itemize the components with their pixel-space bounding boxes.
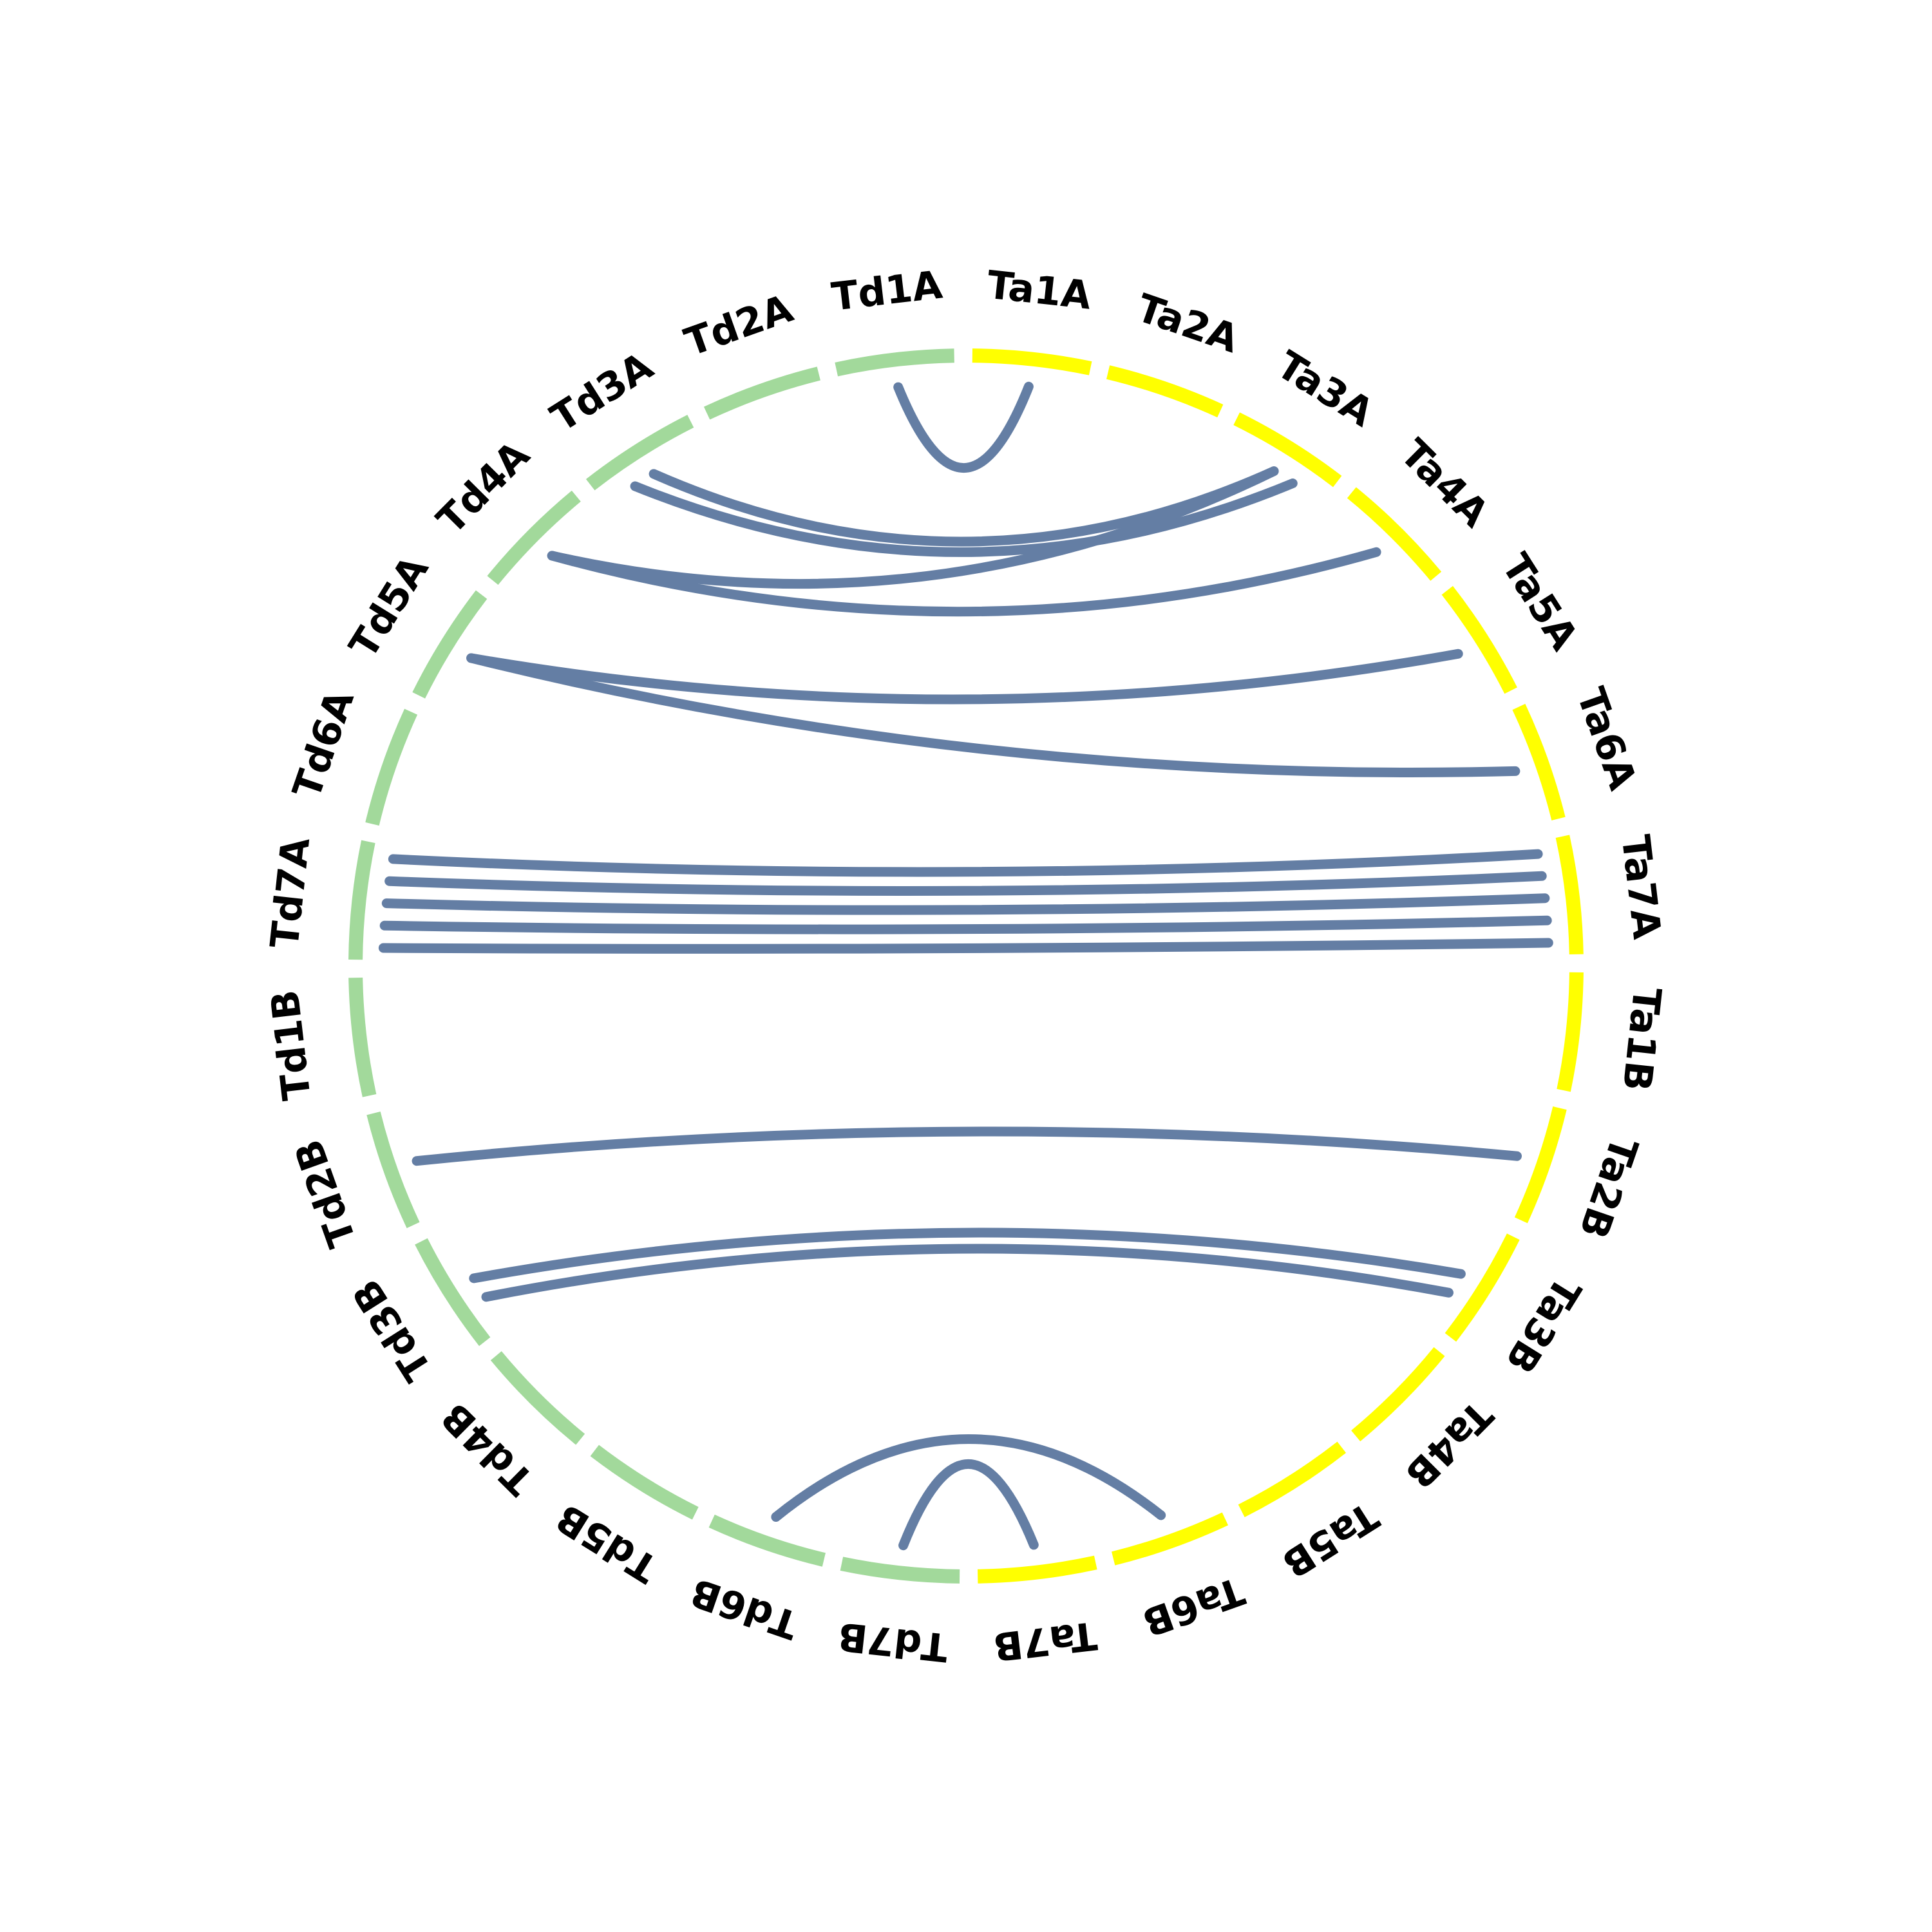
segment-td1b: [348, 977, 377, 1097]
segment-ta1b: [1557, 972, 1584, 1092]
segment-td3a: [585, 415, 694, 491]
segment-ta5a: [1441, 585, 1517, 694]
segment-td7a: [348, 840, 375, 960]
segment-ta6a: [1512, 703, 1566, 820]
label-ta2b: Ta2B: [1570, 1132, 1647, 1244]
label-ta1a: Ta1A: [985, 263, 1094, 319]
label-td5a: Td5A: [341, 548, 438, 667]
segment-td6a: [365, 708, 418, 826]
label-td7a: Td7A: [262, 835, 319, 951]
label-td5b: Td5B: [548, 1495, 665, 1591]
label-td4a: Td4A: [428, 432, 538, 543]
link-td1a-ta1a: [893, 381, 1034, 473]
link-td6b-ta6b: [771, 1434, 1166, 1522]
label-ta2a: Ta2A: [1131, 285, 1244, 362]
label-td1b: Td1B: [262, 988, 319, 1103]
segment-td7b: [840, 1557, 960, 1584]
segment-ta1a: [972, 348, 1092, 375]
label-td1a: Td1A: [829, 262, 945, 320]
segment-ta7a: [1555, 835, 1584, 955]
chromosome-segments: [348, 348, 1584, 1584]
segment-td6b: [708, 1514, 826, 1567]
label-td3a: Td3A: [543, 343, 661, 441]
segment-ta7b: [977, 1555, 1097, 1584]
segment-ta3a: [1233, 412, 1342, 488]
segment-td4b: [490, 1351, 585, 1445]
segment-td5a: [412, 590, 488, 699]
segment-ta5b: [1238, 1441, 1347, 1517]
link-td2b-ta2b: [412, 1126, 1522, 1166]
label-ta6b: Ta6B: [1137, 1567, 1249, 1645]
link-td7a-ta7a: [381, 893, 1550, 915]
segment-td5b: [590, 1444, 699, 1520]
link-td4a-ta3a: [547, 466, 1279, 589]
label-td6b: Td6B: [685, 1569, 804, 1647]
label-ta5b: Ta5B: [1274, 1493, 1386, 1586]
label-ta4a: Ta4A: [1392, 431, 1498, 536]
label-ta3a: Ta3A: [1269, 343, 1381, 436]
segment-td1a: [835, 348, 954, 377]
label-td6a: Td6A: [285, 685, 363, 804]
label-ta7a: Ta7A: [1613, 833, 1669, 942]
label-td3b: Td3B: [344, 1271, 441, 1388]
label-ta7b: Ta7B: [991, 1613, 1099, 1669]
segment-ta4a: [1347, 487, 1442, 581]
link-td7a-ta7a: [388, 849, 1543, 877]
link-td5a-ta6a: [466, 653, 1520, 778]
segment-ta4b: [1351, 1347, 1445, 1442]
segment-ta2b: [1514, 1106, 1567, 1224]
link-td3a-ta3a: [649, 466, 1279, 547]
segment-ta3b: [1444, 1233, 1520, 1342]
segment-td2b: [366, 1112, 420, 1229]
segment-td4a: [487, 490, 581, 585]
segment-td2a: [703, 366, 820, 420]
link-td7a-ta7a: [379, 915, 1552, 934]
label-ta5a: Ta5A: [1493, 546, 1587, 659]
label-ta4b: Ta4B: [1396, 1392, 1501, 1497]
label-ta6a: Ta6A: [1567, 682, 1645, 795]
label-td2a: Td2A: [679, 286, 799, 366]
link-td7b-ta7b: [898, 1459, 1039, 1551]
label-td4b: Td4B: [433, 1394, 543, 1503]
segment-ta6b: [1112, 1512, 1229, 1566]
label-td7b: Td7B: [836, 1613, 951, 1670]
synteny-links: [378, 381, 1553, 1551]
link-td5a-ta5a: [466, 649, 1463, 705]
link-td4a-ta4a: [547, 547, 1381, 617]
label-td2b: Td2B: [286, 1133, 365, 1253]
link-td3b-ta3b: [481, 1244, 1454, 1302]
segment-ta2a: [1106, 365, 1224, 418]
link-td7a-ta7a: [378, 938, 1553, 954]
link-td7a-ta7a: [384, 871, 1547, 896]
link-td3a-ta3a: [630, 478, 1298, 557]
segment-td3b: [415, 1238, 491, 1347]
link-td3b-ta3b: [469, 1227, 1466, 1283]
label-ta1b: Ta1B: [1613, 985, 1669, 1094]
label-ta3b: Ta3B: [1496, 1269, 1589, 1381]
